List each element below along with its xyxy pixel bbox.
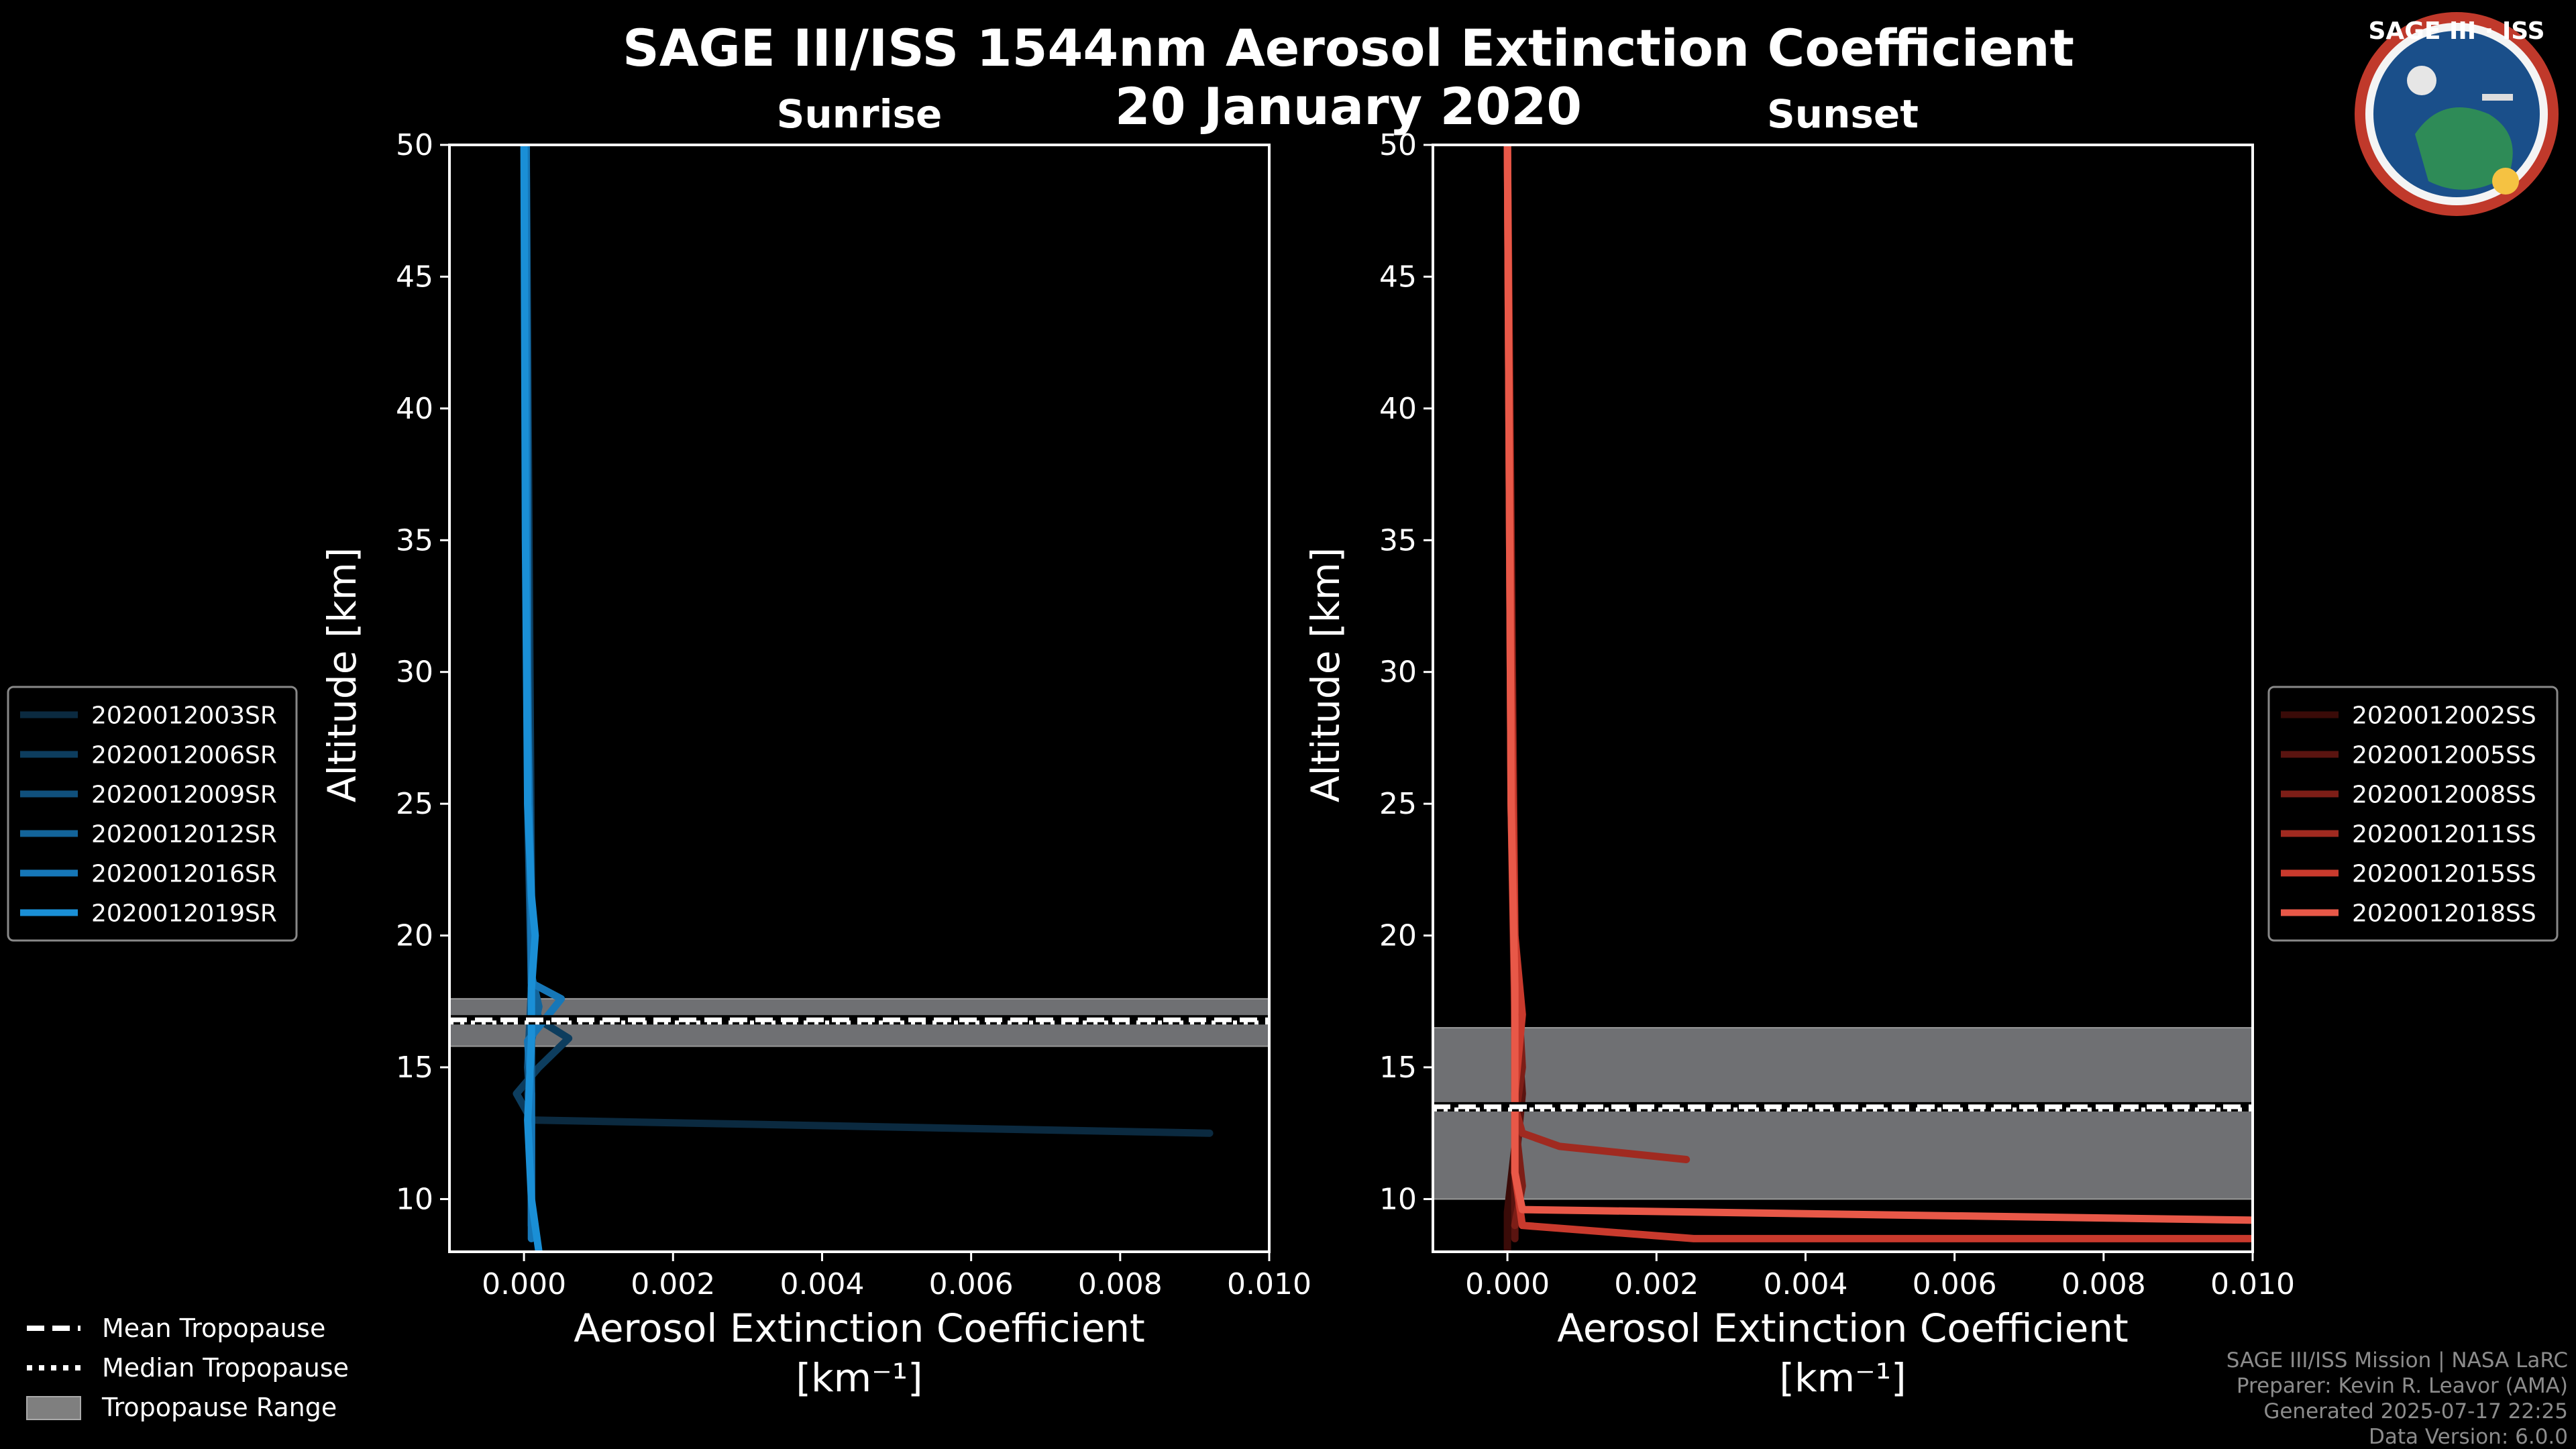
sunset-ytick-label: 10 [1379,1182,1417,1216]
sunset-ytick-label: 30 [1379,655,1417,690]
sunrise-xtick-label: 0.010 [1227,1267,1311,1301]
median-tropopause-label: Median Tropopause [102,1353,349,1383]
sunset-ytick-label: 25 [1379,787,1417,821]
sunset-ytick-label: 15 [1379,1051,1417,1085]
sunrise-ytick-label: 25 [396,787,433,821]
footer-line-1: SAGE III/ISS Mission | NASA LaRC [2226,1348,2568,1373]
sunrise-ytick-label: 35 [396,523,433,557]
sunset-xtick-label: 0.004 [1763,1267,1847,1301]
legend-label-2020012009SR: 2020012009SR [91,782,277,809]
sunrise-xtick-label: 0.004 [780,1267,864,1301]
footer-credits: SAGE III/ISS Mission | NASA LaRC Prepare… [2226,1348,2568,1449]
sunrise-ylabel: Altitude [km] [319,547,365,802]
sun-icon [2492,168,2519,195]
sunrise-xtick-label: 0.000 [482,1267,566,1301]
panel-sunset: Sunset 10 15 20 25 30 35 40 45 50 0.000 0.002 0.004 0… [1303,91,2295,1401]
legend-label-2020012002SS: 2020012002SS [2352,702,2536,730]
sunset-legend-box [2267,686,2559,942]
mean-tropopause-label: Mean Tropopause [102,1313,325,1343]
legend-label-2020012018SS: 2020012018SS [2352,900,2536,928]
sunrise-plot-area [449,145,1269,1252]
legend-label-2020012008SS: 2020012008SS [2352,782,2536,809]
sunset-xtick-label: 0.002 [1614,1267,1699,1301]
sunrise-xtick-label: 0.008 [1078,1267,1163,1301]
sunset-xtick-label: 0.006 [1913,1267,1997,1301]
sunset-series-group [1503,145,2253,1252]
series-line-2020012018SS [1503,145,2253,1224]
sunrise-ytick-label: 30 [396,655,433,690]
sage-logo: SAGE III · ISS [2355,12,2559,216]
legend-sunrise: 2020012003SR 2020012006SR 2020012009SR 2020… [7,686,298,942]
footer-line-3: Generated 2025-07-17 22:25 [2263,1399,2568,1424]
sunrise-ytick-label: 50 [396,128,433,162]
sunset-plot-frame [1432,144,2254,1253]
sunset-ytick-label: 40 [1379,392,1417,426]
earth-icon [2415,107,2513,190]
figure-subtitle: 20 January 2020 [1115,76,1582,136]
sunset-xtick-label: 0.008 [2061,1267,2146,1301]
sunrise-xlabel: Aerosol Extinction Coefficient [574,1305,1145,1351]
legend-label-2020012016SR: 2020012016SR [91,861,277,888]
legend-label-2020012005SS: 2020012005SS [2352,742,2536,769]
legend-label-2020012019SR: 2020012019SR [91,900,277,928]
sunrise-ytick-label: 45 [396,260,433,294]
sunrise-ytick-label: 15 [396,1051,433,1085]
logo-text: SAGE III · ISS [2368,17,2544,45]
sunrise-legend-box [7,686,298,942]
sunset-ytick-label: 50 [1379,128,1417,162]
legend-label-2020012006SR: 2020012006SR [91,742,277,769]
footer-line-4: Data Version: 6.0.0 [2369,1425,2568,1449]
sunset-xunits: [km⁻¹] [1779,1355,1906,1401]
figure-title: SAGE III/ISS 1544nm Aerosol Extinction C… [623,18,2074,78]
legend-label-2020012011SS: 2020012011SS [2352,821,2536,849]
sunset-xlabel: Aerosol Extinction Coefficient [1557,1305,2129,1351]
sunrise-title: Sunrise [777,91,943,137]
legend-label-2020012015SS: 2020012015SS [2352,861,2536,888]
sunrise-ytick-label: 40 [396,392,433,426]
sunrise-plot-frame [448,144,1271,1253]
station-icon [2482,94,2513,101]
moon-icon [2407,66,2436,95]
sunset-ytick-label: 20 [1379,919,1417,953]
sunrise-xunits: [km⁻¹] [796,1355,922,1401]
tropopause-legend: Mean Tropopause Median Tropopause Tropop… [26,1313,349,1422]
sunrise-ytick-label: 10 [396,1182,433,1216]
sunset-ytick-label: 35 [1379,523,1417,557]
sunrise-series-group [513,145,1214,1252]
sunrise-ytick-label: 20 [396,919,433,953]
panel-sunrise: Sunrise 10 15 20 25 30 35 40 45 50 0.000 0.002 0.004… [319,91,1311,1401]
sunset-ylabel: Altitude [km] [1303,547,1348,802]
legend-label-2020012012SR: 2020012012SR [91,821,277,849]
sunrise-xtick-label: 0.006 [929,1267,1014,1301]
sunset-ytick-label: 45 [1379,260,1417,294]
legend-sunset: 2020012002SS 2020012005SS 2020012008SS 2020… [2267,686,2559,942]
tropopause-range-label: Tropopause Range [101,1393,337,1422]
sunset-tropopause-range [1432,1027,2253,1200]
sunset-xtick-label: 0.010 [2210,1267,2295,1301]
legend-label-2020012003SR: 2020012003SR [91,702,277,730]
sunset-title: Sunset [1767,91,1919,137]
tropopause-range-swatch [26,1396,81,1420]
footer-line-2: Preparer: Kevin R. Leavor (AMA) [2237,1374,2568,1398]
series-line-2020012019SR [520,145,543,1252]
sunset-xtick-label: 0.000 [1465,1267,1550,1301]
sunrise-xtick-label: 0.002 [631,1267,715,1301]
